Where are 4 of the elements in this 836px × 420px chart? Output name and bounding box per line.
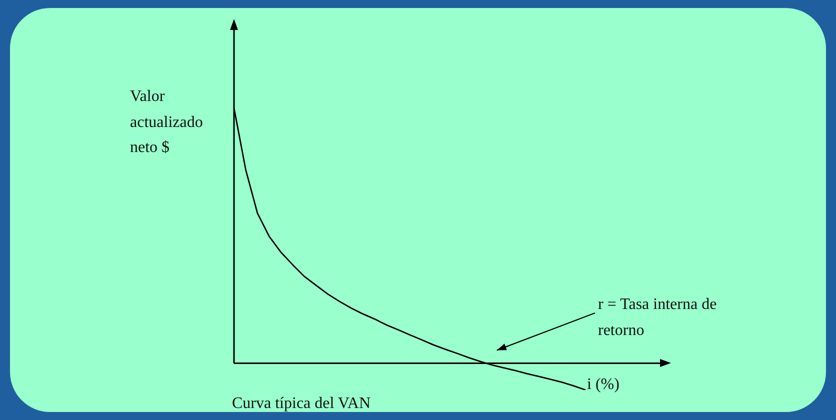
x-axis-title: i (%) — [587, 375, 620, 395]
y-axis-title: Valor actualizado neto $ — [130, 87, 204, 158]
text: Curva típica del VAN — [232, 394, 370, 414]
annotation: r = Tasa interna de retorno — [598, 295, 718, 341]
